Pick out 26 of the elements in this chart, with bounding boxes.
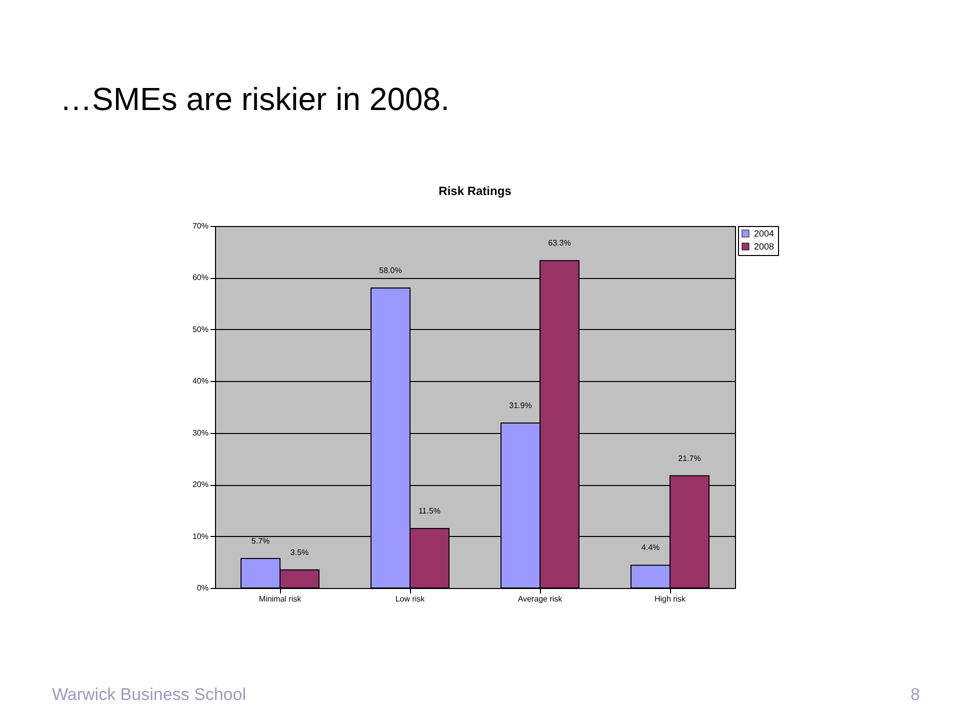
chart-title: …SMEs are riskier in 2008. <box>60 81 450 117</box>
data-label: 5.7% <box>251 536 270 546</box>
y-tick-label: 20% <box>192 480 208 490</box>
y-tick-label: 30% <box>192 428 208 438</box>
y-tick-label: 50% <box>192 324 208 334</box>
text: Warwick Business School <box>52 685 246 704</box>
y-tick-label: 10% <box>192 532 208 541</box>
data-label: 3.5% <box>290 548 309 557</box>
data-label: 4.4% <box>641 543 660 552</box>
text: 8 <box>910 685 920 704</box>
data-label: 11.5% <box>418 506 441 516</box>
y-tick-label: 60% <box>192 273 208 282</box>
data-label: 21.7% <box>678 454 701 463</box>
legend-label: 2004 <box>754 228 774 238</box>
chart-subtitle: Risk Ratings <box>438 184 512 198</box>
x-tick-label: Low risk <box>395 594 426 604</box>
x-tick-label: Minimal risk <box>258 594 302 604</box>
data-label: 31.9% <box>509 401 532 410</box>
legend-label: 2008 <box>754 242 774 252</box>
x-tick-label: High risk <box>654 594 687 604</box>
x-tick-label: Average risk <box>518 594 564 604</box>
y-tick-label: 0% <box>196 584 208 592</box>
data-label: 58.0% <box>379 266 402 276</box>
y-tick-label: 40% <box>192 376 208 386</box>
data-label: 63.3% <box>548 238 571 248</box>
y-tick-label: 70% <box>192 222 208 230</box>
